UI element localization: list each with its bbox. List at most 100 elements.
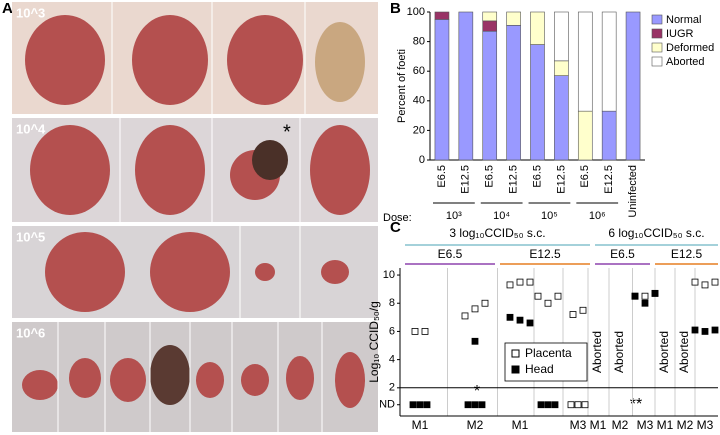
y-tick-label: 8 — [389, 297, 395, 309]
legend-label: Placenta — [525, 346, 572, 360]
x-tick-label: E6.5 — [531, 165, 543, 188]
bar-segment — [625, 11, 641, 161]
point — [506, 313, 514, 321]
point — [574, 401, 582, 409]
panel-label: A — [2, 0, 13, 17]
photo-panel: 10^3 10^4 10^5 10^6 * — [12, 2, 378, 432]
legend-label: Aborted — [666, 56, 705, 68]
point — [423, 401, 431, 409]
bar-segment — [506, 25, 521, 161]
legend-label: Head — [525, 362, 554, 376]
point — [411, 328, 419, 335]
y-tick-label: 20 — [413, 124, 425, 136]
point — [471, 337, 479, 345]
point — [537, 401, 545, 409]
y-tick-label: ND — [379, 399, 395, 411]
panel-label: B — [390, 0, 401, 17]
point — [516, 316, 524, 324]
dose-label: Dose: — [383, 212, 412, 224]
column-note: Aborted — [657, 331, 671, 373]
point — [416, 401, 424, 409]
y-tick-label: 60 — [413, 65, 425, 77]
bar-segment — [577, 110, 593, 161]
point — [478, 401, 486, 409]
bar-segment — [601, 110, 617, 161]
x-tick-label: Uninfected — [627, 165, 639, 218]
panel-label: C — [390, 219, 401, 236]
bar-segment — [577, 11, 593, 112]
group-label: E6.5 — [610, 247, 635, 261]
point — [701, 328, 709, 335]
point — [461, 312, 469, 320]
legend-marker — [511, 365, 520, 374]
x-tick-label: E12.5 — [460, 165, 472, 194]
point — [421, 328, 429, 335]
point — [471, 401, 479, 409]
group-label: E12.5 — [671, 247, 703, 261]
header: 3 log₁₀CCID₅₀ s.c. — [449, 226, 545, 240]
point — [651, 289, 659, 297]
point — [544, 401, 552, 409]
x-tick-label: M3 — [697, 418, 714, 432]
point — [506, 281, 514, 289]
point — [464, 401, 472, 409]
x-tick-label: M2 — [677, 418, 694, 432]
legend-label: Normal — [666, 14, 701, 26]
bar-segment — [506, 11, 521, 26]
x-tick-label: E6.5 — [484, 165, 496, 188]
point — [579, 306, 587, 314]
x-tick-label: M1 — [590, 418, 607, 432]
y-tick-label: 2 — [389, 382, 395, 394]
bar-segment — [601, 11, 617, 112]
point — [641, 299, 649, 307]
point — [481, 299, 489, 307]
x-tick-label: E6.5 — [436, 165, 448, 188]
x-tick-label: M2 — [612, 418, 629, 432]
photo-row — [12, 322, 378, 432]
legend-label: IUGR — [666, 28, 694, 40]
x-tick-label: M2 — [467, 418, 484, 432]
row-label: 10^6 — [16, 325, 45, 340]
legend-swatch — [651, 14, 663, 25]
point — [471, 305, 479, 313]
dose-label: 10⁵ — [541, 210, 558, 222]
row-label: 10^5 — [16, 229, 45, 244]
legend-swatch — [651, 42, 663, 53]
point — [526, 278, 534, 286]
point — [581, 401, 589, 409]
annotation: ** — [630, 396, 642, 413]
x-tick-label: E12.5 — [508, 165, 520, 194]
group-label: E12.5 — [529, 247, 561, 261]
y-tick-label: 4 — [389, 354, 395, 366]
point — [691, 326, 699, 334]
row-label: 10^3 — [16, 5, 45, 20]
x-tick-label: E12.5 — [603, 165, 615, 194]
y-tick-label: 100 — [407, 6, 425, 18]
dose-label: 10⁶ — [589, 210, 606, 222]
x-tick-label: M1 — [657, 418, 674, 432]
bar-segment — [482, 20, 498, 32]
point — [567, 401, 575, 409]
point — [534, 292, 542, 300]
x-tick-label: E6.5 — [579, 165, 591, 188]
bar-segment — [482, 11, 498, 22]
y-tick-label: 6 — [389, 325, 395, 337]
bar-segment — [458, 11, 474, 161]
point — [516, 278, 524, 286]
group-label: E6.5 — [438, 247, 463, 261]
point — [691, 278, 699, 286]
x-tick-label: E12.5 — [555, 165, 567, 194]
y-axis-label: Percent of foeti — [396, 49, 408, 123]
star: * — [283, 121, 291, 143]
point — [711, 326, 719, 334]
bar-segment — [554, 60, 569, 76]
point — [544, 299, 552, 307]
annotation: * — [474, 383, 480, 400]
photo-dividers — [57, 2, 323, 432]
legend-label: Deformed — [666, 42, 714, 54]
x-tick-label: M3 — [637, 418, 654, 432]
row-label: 10^4 — [16, 121, 46, 136]
y-tick-label: 80 — [413, 36, 425, 48]
bar-segment — [554, 11, 569, 62]
